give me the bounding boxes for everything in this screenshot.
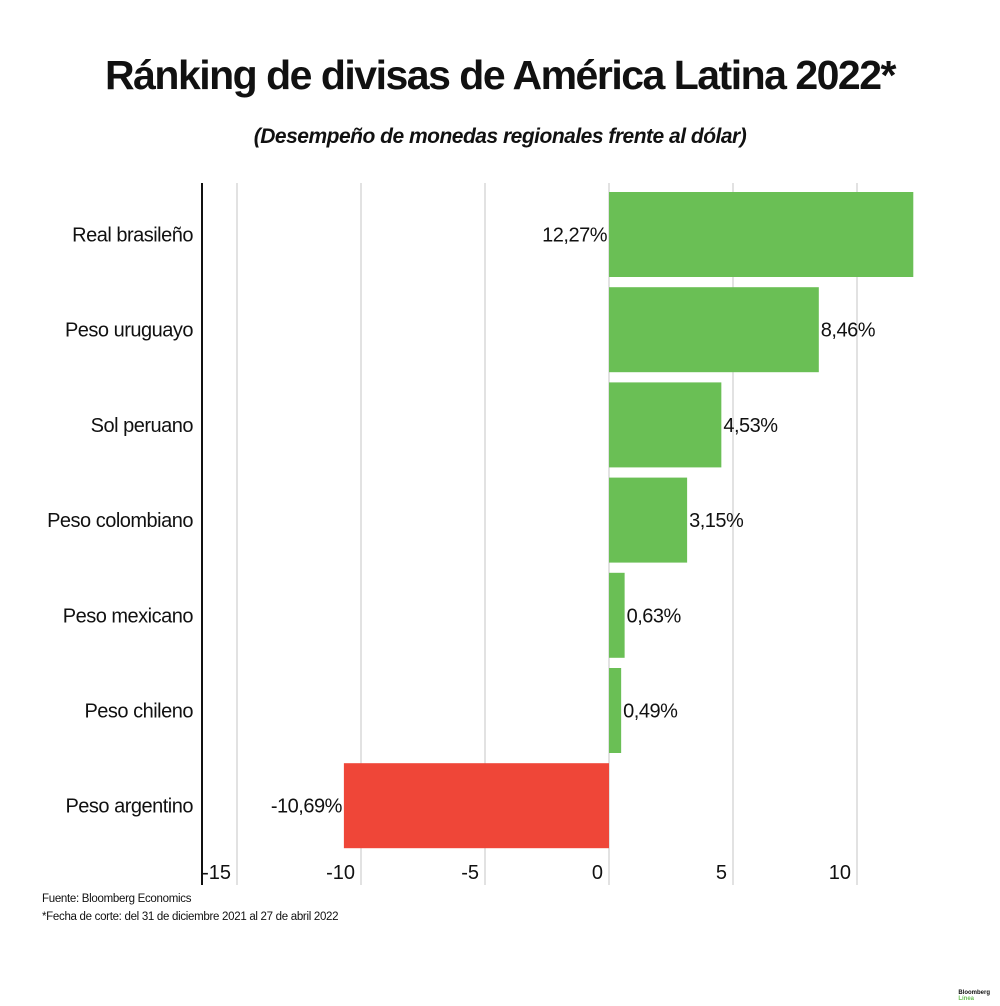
source-note: Fuente: Bloomberg Economics [42,893,192,905]
category-label: Peso uruguayo [65,320,193,342]
bar-peso-chileno [609,668,622,753]
data-label: 12,27% [542,225,608,247]
data-label: 3,15% [689,510,744,532]
bar-peso-uruguayo [609,287,819,373]
category-label: Sol peruano [91,415,194,437]
chart-title: Ránking de divisas de América Latina 202… [104,52,897,98]
data-label: 4,53% [723,415,778,437]
logo-line2: Línea [958,996,974,1002]
category-label: Peso chileno [84,701,193,723]
category-label: Peso argentino [65,796,193,818]
x-tick-label: -10 [326,862,355,884]
cutoff-note: *Fecha de corte: del 31 de diciembre 202… [42,911,339,923]
data-label: 0,49% [623,701,678,723]
category-label: Peso colombiano [47,510,193,532]
bar-sol-peruano [609,382,722,468]
x-tick-label: -15 [202,862,231,884]
bar-peso-mexicano [609,572,625,658]
chart-subtitle: (Desempeño de monedas regionales frente … [253,125,747,148]
bar-real-brasileño [609,192,914,277]
category-label: Peso mexicano [63,605,194,627]
x-tick-label: -5 [461,862,479,884]
x-tick-label: 0 [592,862,603,884]
bar-peso-colombiano [609,477,688,563]
x-tick-label: 10 [829,862,851,884]
bar-peso-argentino [343,763,609,849]
x-tick-label: 5 [716,862,727,884]
data-label: 8,46% [821,320,876,342]
data-label: -10,69% [271,796,343,818]
bloomberg-linea-logo: Bloomberg Línea [958,990,990,1002]
data-label: 0,63% [627,605,682,627]
logo-line1: Bloomberg [958,990,990,996]
category-label: Real brasileño [72,225,193,247]
